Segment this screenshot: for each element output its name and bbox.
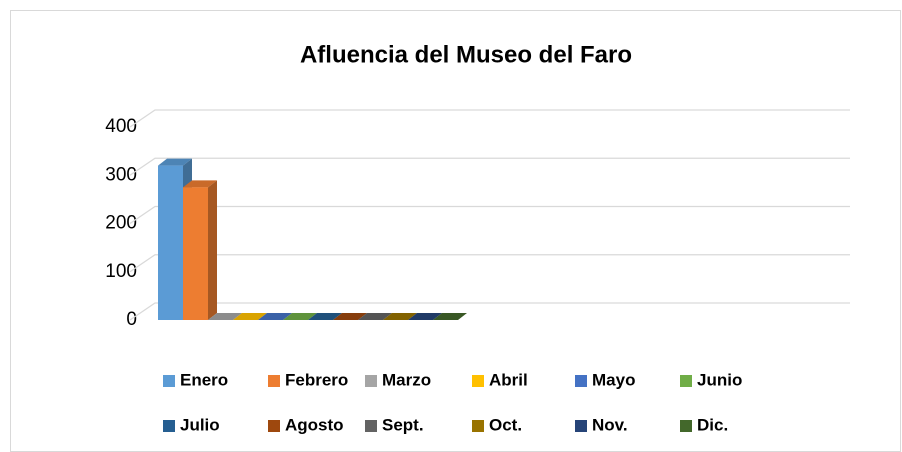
bar-top: [158, 158, 192, 166]
legend-label: Dic.: [697, 415, 728, 434]
bar: [333, 313, 367, 320]
bar: [258, 313, 292, 320]
bar: [358, 313, 392, 320]
bar-top: [358, 313, 392, 320]
bar-front: [183, 187, 208, 320]
bar: [208, 313, 242, 320]
legend-swatch: [472, 420, 484, 432]
legend-label: Oct.: [489, 415, 522, 434]
legend-swatch: [680, 420, 692, 432]
legend-swatch: [680, 375, 692, 387]
chart-title: Afluencia del Museo del Faro: [300, 41, 632, 68]
bar: [183, 180, 217, 320]
bar: [308, 313, 342, 320]
chart-border: [10, 10, 901, 452]
bar: [408, 313, 442, 320]
y-tick-label: 300: [105, 164, 137, 185]
legend-label: Abril: [489, 370, 528, 389]
y-tick-label: 100: [105, 261, 137, 282]
bar-top: [208, 313, 242, 320]
bar-top: [258, 313, 292, 320]
y-tick-label: 200: [105, 213, 137, 234]
bar-front: [158, 165, 183, 320]
legend-label: Junio: [697, 370, 742, 389]
bar-top: [408, 313, 442, 320]
legend-swatch: [365, 420, 377, 432]
legend-swatch: [163, 375, 175, 387]
legend-swatch: [365, 375, 377, 387]
legend-swatch: [575, 420, 587, 432]
legend-swatch: [268, 375, 280, 387]
legend-label: Julio: [180, 415, 220, 434]
bar: [233, 313, 267, 320]
legend-swatch: [575, 375, 587, 387]
legend-label: Agosto: [285, 415, 344, 434]
bar-top: [283, 313, 317, 320]
legend-label: Mayo: [592, 370, 635, 389]
bar-top: [233, 313, 267, 320]
grid-line: [129, 109, 850, 128]
bar-top: [308, 313, 342, 320]
legend-swatch: [163, 420, 175, 432]
bar: [433, 313, 467, 320]
legend-label: Sept.: [382, 415, 424, 434]
grid-line: [129, 157, 850, 176]
legend-swatch: [472, 375, 484, 387]
legend-label: Nov.: [592, 415, 628, 434]
grid-line: [129, 205, 850, 225]
bar-side: [208, 180, 217, 320]
legend-label: Marzo: [382, 370, 431, 389]
grid-line: [129, 254, 850, 273]
legend-swatch: [268, 420, 280, 432]
legend-label: Enero: [180, 370, 228, 389]
grid-line: [129, 302, 850, 321]
bar-top: [433, 313, 467, 320]
bar-top: [183, 180, 217, 188]
bar-top: [383, 313, 417, 320]
legend-label: Febrero: [285, 370, 348, 389]
bar-top: [333, 313, 367, 320]
y-tick-label: 400: [105, 116, 137, 137]
bar: [383, 313, 417, 320]
bar: [283, 313, 317, 320]
